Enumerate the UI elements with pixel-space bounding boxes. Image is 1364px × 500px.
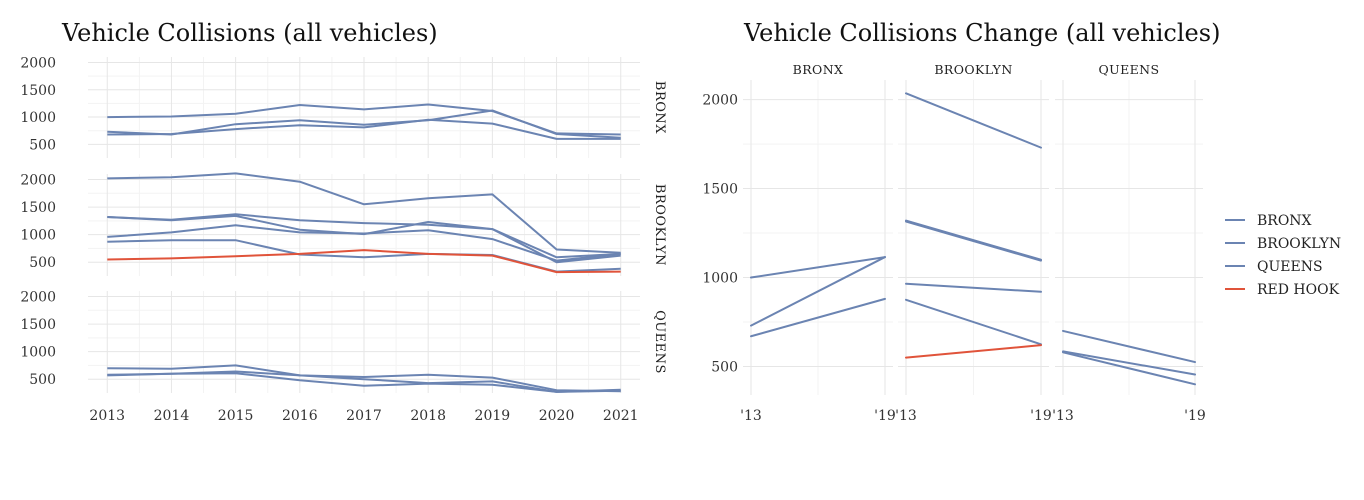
facet-label-bronx: BRONX: [652, 81, 667, 134]
x-tick-label: 2014: [154, 408, 190, 424]
series-line: [107, 372, 621, 393]
y-tick-label: 1500: [20, 83, 56, 99]
y-tick-label: 500: [29, 137, 56, 153]
y-tick-label: 500: [29, 372, 56, 388]
y-tick-label: 2000: [20, 173, 56, 189]
x-tick-label: 2016: [282, 408, 318, 424]
slope-line-red-hook: [905, 344, 1042, 359]
y-tick-label: 2000: [702, 93, 738, 109]
y-tick-label: 2000: [20, 290, 56, 306]
x-tick-label: 2015: [218, 408, 254, 424]
slope-line: [1062, 350, 1196, 376]
slope-line: [750, 256, 886, 327]
facet-label-queens: QUEENS: [652, 310, 667, 374]
x-tick-label: 2013: [89, 408, 125, 424]
facet-label-queens: QUEENS: [1099, 62, 1160, 77]
y-tick-label: 2000: [20, 55, 56, 71]
y-tick-label: 1500: [20, 200, 56, 216]
x-tick-label: '13: [895, 408, 917, 424]
slope-line: [1062, 329, 1196, 364]
x-tick-label: 2017: [346, 408, 382, 424]
series-line-red-hook: [107, 249, 621, 274]
series-line: [107, 172, 621, 254]
y-tick-label: 1000: [20, 345, 56, 361]
y-tick-label: 500: [711, 360, 738, 376]
slope-line: [905, 298, 1042, 346]
left-chart-area: 500 1000 1500 2000 BRONX 500 1000 1500 2000 BROOK…: [20, 55, 667, 424]
y-tick-label: 1000: [20, 110, 56, 126]
slope-line: [905, 282, 1042, 293]
y-tick-label: 1000: [702, 271, 738, 287]
x-tick-label: '19: [1184, 408, 1206, 424]
series-line: [107, 118, 621, 140]
x-tick-label: '19: [874, 408, 896, 424]
slope-line: [1062, 351, 1196, 386]
right-chart-area: BRONX'13'19BROOKLYN'13'19QUEENS'13'19500…: [702, 62, 1205, 424]
x-tick-label: '13: [740, 408, 762, 424]
slope-line: [905, 92, 1042, 149]
x-tick-label: 2020: [539, 408, 575, 424]
y-tick-label: 1500: [20, 317, 56, 333]
facet-label-bronx: BRONX: [793, 62, 844, 77]
series-line: [107, 364, 621, 393]
facet-label-brooklyn: BROOKLYN: [934, 62, 1012, 77]
legend-label: BROOKLYN: [1257, 236, 1341, 252]
legend-label: QUEENS: [1257, 259, 1323, 275]
slope-line: [905, 220, 1042, 262]
x-tick-label: '13: [1052, 408, 1074, 424]
x-tick-label: 2019: [475, 408, 511, 424]
x-tick-label: 2018: [410, 408, 446, 424]
facet-label-brooklyn: BROOKLYN: [652, 184, 667, 266]
right-chart-title: Vehicle Collisions Change (all vehicles): [743, 19, 1220, 47]
slope-line: [750, 256, 886, 279]
series-line: [107, 109, 621, 139]
y-tick-label: 1500: [702, 182, 738, 198]
legend-label: BRONX: [1257, 213, 1312, 229]
x-tick-label: 2021: [603, 408, 639, 424]
legend: BRONX BROOKLYN QUEENS RED HOOK: [1225, 213, 1341, 298]
y-tick-label: 1000: [20, 228, 56, 244]
y-tick-label: 500: [29, 255, 56, 271]
slope-line: [750, 297, 886, 338]
legend-label: RED HOOK: [1257, 282, 1340, 298]
x-tick-label: '19: [1030, 408, 1052, 424]
series-line: [107, 224, 621, 262]
left-chart-title: Vehicle Collisions (all vehicles): [61, 19, 438, 47]
